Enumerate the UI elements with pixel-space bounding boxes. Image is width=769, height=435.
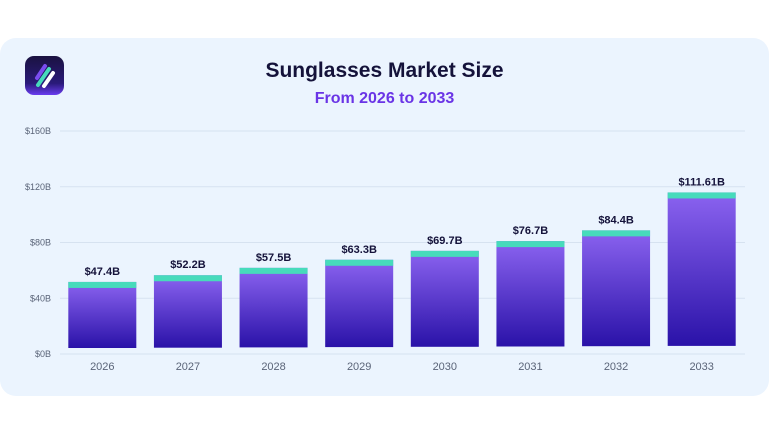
- bar: [582, 230, 651, 347]
- bar-cap: [667, 192, 736, 199]
- bar-cap: [410, 250, 479, 257]
- bar: [68, 281, 137, 348]
- data-label: $63.3B: [341, 244, 377, 256]
- bar: [239, 267, 308, 348]
- bar-cap: [325, 259, 394, 266]
- bar: [496, 241, 565, 347]
- x-tick-label: 2033: [689, 361, 713, 373]
- data-label: $57.5B: [256, 252, 292, 264]
- bar: [410, 250, 479, 347]
- bar: [153, 275, 222, 348]
- logo-slashes-icon: [35, 64, 55, 88]
- bar-cap: [68, 281, 137, 288]
- y-tick-label: $0B: [35, 349, 51, 359]
- y-tick-label: $160B: [25, 126, 51, 136]
- brand-logo: [25, 56, 64, 95]
- data-label: $52.2B: [170, 259, 206, 271]
- data-label: $111.61B: [678, 176, 725, 188]
- bar: [667, 192, 736, 346]
- bar-cap: [582, 230, 651, 237]
- x-tick-label: 2027: [176, 361, 200, 373]
- data-label: $84.4B: [598, 214, 634, 226]
- bar-cap: [239, 267, 308, 274]
- x-tick-label: 2030: [433, 361, 457, 373]
- x-tick-label: 2032: [604, 361, 628, 373]
- x-tick-label: 2026: [90, 361, 114, 373]
- y-tick-label: $40B: [30, 293, 51, 303]
- data-label: $69.7B: [427, 235, 463, 247]
- x-tick-label: 2029: [347, 361, 371, 373]
- bar: [325, 259, 394, 348]
- y-tick-label: $120B: [25, 182, 51, 192]
- y-tick-label: $80B: [30, 238, 51, 248]
- chart-title: Sunglasses Market Size: [265, 59, 504, 82]
- bar-cap: [153, 275, 222, 282]
- x-tick-label: 2028: [261, 361, 285, 373]
- bar-cap: [496, 241, 565, 248]
- chart-subtitle: From 2026 to 2033: [314, 90, 455, 107]
- data-label: $47.4B: [85, 266, 121, 278]
- data-label: $76.7B: [513, 225, 549, 237]
- x-tick-label: 2031: [518, 361, 542, 373]
